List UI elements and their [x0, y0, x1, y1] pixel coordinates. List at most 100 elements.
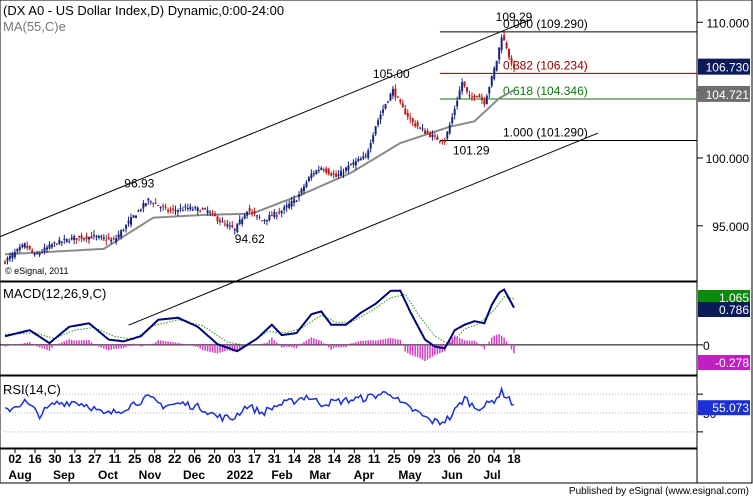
x-day-label: 11 — [368, 452, 381, 466]
candle-body — [68, 241, 71, 243]
candle-body — [191, 209, 194, 211]
candle-body — [107, 237, 110, 240]
candle-body — [478, 95, 481, 98]
candle-body — [389, 93, 392, 101]
candle-body — [466, 87, 469, 92]
candle-body — [179, 208, 182, 210]
candle-body — [97, 235, 100, 238]
swing-label: 105.00 — [373, 67, 410, 81]
candle-body — [157, 204, 160, 206]
candle-body — [196, 207, 199, 212]
candle-body — [483, 99, 486, 105]
candle-body — [288, 203, 291, 208]
candle-body — [300, 188, 303, 194]
candle-body — [505, 42, 508, 48]
copyright-text: © eSignal, 2011 — [5, 266, 69, 276]
x-axis-labels: 02 16 30 13 27 11 25 08 22 06 20 03 17 31 14 28 14 28 11 25… — [8, 449, 521, 482]
x-month-label: Jul — [483, 468, 500, 482]
candle-body — [174, 210, 177, 212]
candle-body — [399, 99, 402, 103]
candle-body — [421, 128, 424, 130]
x-month-label: Apr — [354, 468, 375, 482]
fibonacci-levels: 0.000 (109.290) 0.382 (106.234) 0.618 (104… — [439, 17, 697, 141]
candle-body — [270, 214, 273, 217]
candle-body — [322, 169, 325, 171]
candle-body — [139, 209, 142, 211]
candle-body — [115, 237, 118, 243]
candle-body — [236, 223, 239, 232]
x-month-label: Nov — [139, 468, 162, 482]
candle-body — [152, 203, 155, 205]
candle-body — [307, 177, 310, 182]
swing-label: 109.29 — [496, 10, 533, 24]
candle-body — [325, 168, 328, 173]
candle-body — [100, 236, 103, 238]
candle-body — [176, 210, 179, 212]
candle-body — [337, 174, 340, 176]
candle-body — [18, 246, 21, 251]
candle-body — [260, 220, 263, 222]
candle-body — [248, 208, 251, 212]
x-day-label: 23 — [427, 452, 441, 466]
candle-body — [488, 87, 491, 94]
candle-body — [510, 57, 513, 64]
candle-body — [246, 211, 249, 216]
candle-body — [508, 48, 511, 58]
candle-body — [102, 237, 105, 239]
candle-body — [470, 96, 473, 98]
candle-body — [443, 141, 446, 143]
candle-body — [344, 167, 347, 171]
candle-body — [424, 130, 427, 134]
candle-body — [164, 206, 167, 208]
candle-body — [362, 156, 365, 159]
candle-body — [65, 238, 68, 242]
price-annotations: 96.93 94.62 105.00 101.29 109.29 — [124, 10, 532, 246]
candle-body — [256, 215, 259, 217]
candle-body — [295, 200, 298, 202]
candle-body — [125, 224, 128, 229]
candle-body — [4, 261, 6, 264]
candle-body — [78, 235, 81, 238]
candle-body — [495, 60, 498, 71]
x-month-label: Dec — [183, 468, 205, 482]
candle-body — [75, 238, 78, 240]
candle-body — [226, 224, 229, 227]
candle-body — [120, 230, 123, 237]
candle-body — [28, 245, 31, 250]
candle-body — [53, 242, 56, 244]
rsi-line — [4, 386, 515, 426]
candle-body — [377, 120, 380, 125]
axis-panel-frame — [0, 448, 698, 484]
candle-body — [16, 248, 19, 252]
x-day-label: 04 — [487, 452, 501, 466]
candle-body — [406, 112, 409, 117]
macd-value-tag-box — [698, 355, 750, 370]
candle-body — [172, 208, 175, 210]
x-day-label: 14 — [288, 452, 302, 466]
candle-body — [11, 253, 14, 259]
candle-body — [50, 244, 53, 248]
candle-body — [221, 221, 224, 223]
candle-body — [55, 243, 58, 245]
x-month-label: Feb — [271, 468, 292, 482]
x-day-label: 27 — [88, 452, 102, 466]
candle-body — [85, 236, 88, 240]
candle-body — [448, 124, 451, 134]
candle-body — [181, 210, 184, 212]
price-tick-label: 100.000 — [706, 152, 750, 166]
x-day-label: 28 — [308, 452, 322, 466]
x-day-label: 08 — [148, 452, 162, 466]
x-day-label: 11 — [108, 452, 121, 466]
candle-body — [216, 216, 219, 222]
candle-body — [436, 136, 439, 141]
x-month-label: Sep — [53, 468, 75, 482]
x-month-label: Aug — [8, 468, 31, 482]
candle-body — [122, 229, 125, 231]
x-month-label: Mar — [309, 468, 331, 482]
macd-panel-label: MACD(12,26,9,C) — [3, 286, 106, 301]
macd-value-tag: 0.786 — [719, 303, 749, 317]
candle-body — [352, 162, 355, 165]
macd-line — [4, 288, 515, 353]
x-month-label: Jun — [441, 468, 462, 482]
